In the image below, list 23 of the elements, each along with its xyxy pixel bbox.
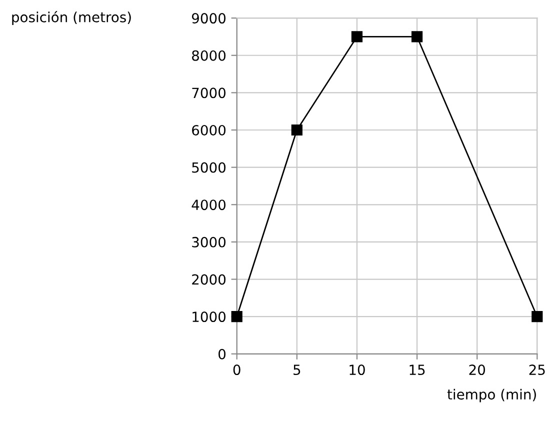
x-tick-label: 10 [350, 364, 365, 376]
y-tick-label: 1000 [192, 312, 226, 322]
y-tick-label: 5000 [192, 162, 226, 173]
x-tick-label: 25 [529, 364, 545, 376]
y-tick-label: 9000 [192, 13, 226, 24]
y-tick-label: 4000 [192, 200, 226, 210]
y-tick-label: 3000 [192, 236, 226, 248]
y-tick-label: 7000 [192, 88, 226, 98]
y-tick-label: 8000 [192, 50, 226, 61]
x-tick-label: 20 [469, 364, 486, 376]
x-axis-title: tiempo (min) [447, 388, 536, 402]
x-tick-label: 15 [410, 364, 425, 376]
point [231, 311, 242, 322]
y-axis-title: posición (metros) [12, 11, 131, 26]
point [351, 31, 363, 42]
point [291, 124, 302, 136]
x-tick-label: 5 [294, 364, 300, 376]
point [532, 311, 543, 322]
point [411, 31, 423, 42]
y-tick-label: 2000 [192, 274, 226, 285]
x-tick-label: 0 [233, 364, 240, 376]
y-tick-label: 6000 [192, 124, 226, 136]
y-tick-label: 0 [218, 348, 226, 360]
